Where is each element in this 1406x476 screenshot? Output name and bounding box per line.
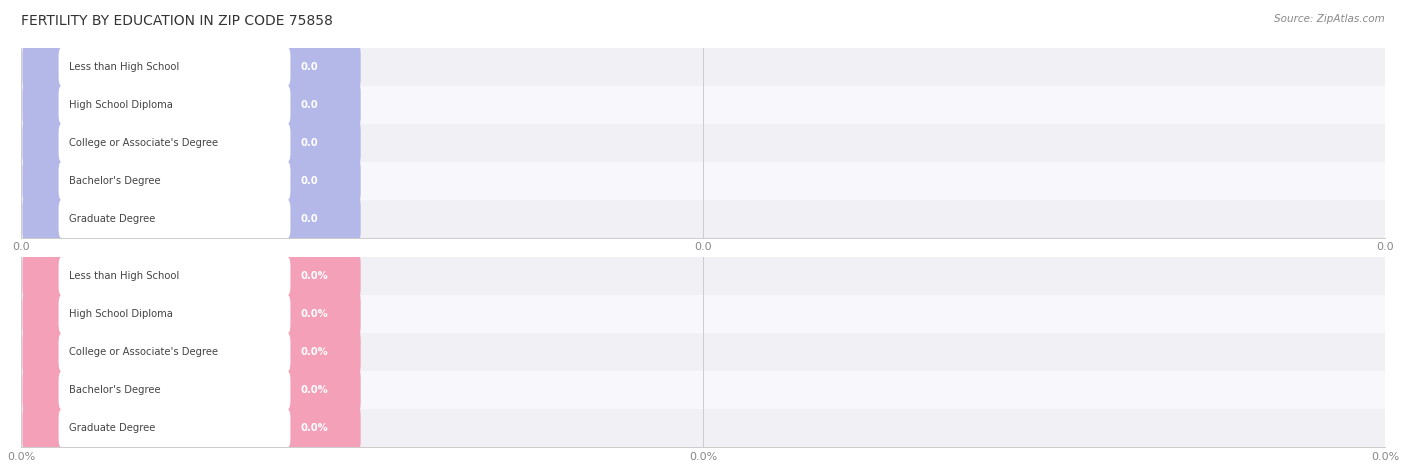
Text: Less than High School: Less than High School — [69, 271, 179, 281]
Text: Graduate Degree: Graduate Degree — [69, 214, 155, 224]
Bar — [21, 48, 1385, 86]
Bar — [21, 200, 1385, 238]
FancyBboxPatch shape — [22, 40, 361, 93]
Text: FERTILITY BY EDUCATION IN ZIP CODE 75858: FERTILITY BY EDUCATION IN ZIP CODE 75858 — [21, 14, 333, 28]
Text: Bachelor's Degree: Bachelor's Degree — [69, 385, 160, 396]
FancyBboxPatch shape — [22, 326, 361, 379]
Text: 0.0: 0.0 — [301, 176, 318, 186]
Text: Source: ZipAtlas.com: Source: ZipAtlas.com — [1274, 14, 1385, 24]
Text: Bachelor's Degree: Bachelor's Degree — [69, 176, 160, 186]
FancyBboxPatch shape — [59, 85, 291, 124]
FancyBboxPatch shape — [22, 192, 361, 246]
Text: College or Associate's Degree: College or Associate's Degree — [69, 138, 218, 148]
FancyBboxPatch shape — [59, 409, 291, 448]
Bar — [21, 371, 1385, 409]
FancyBboxPatch shape — [22, 364, 361, 417]
Text: 0.0: 0.0 — [301, 138, 318, 148]
Bar — [21, 409, 1385, 447]
FancyBboxPatch shape — [22, 78, 361, 131]
FancyBboxPatch shape — [22, 288, 361, 341]
Text: 0.0%: 0.0% — [301, 271, 329, 281]
FancyBboxPatch shape — [59, 295, 291, 334]
Bar — [21, 86, 1385, 124]
Text: 0.0%: 0.0% — [301, 423, 329, 434]
FancyBboxPatch shape — [22, 116, 361, 169]
FancyBboxPatch shape — [22, 402, 361, 455]
Text: 0.0%: 0.0% — [301, 385, 329, 396]
Bar — [21, 257, 1385, 295]
Bar — [21, 162, 1385, 200]
FancyBboxPatch shape — [59, 199, 291, 238]
FancyBboxPatch shape — [59, 161, 291, 200]
Text: 0.0%: 0.0% — [301, 347, 329, 357]
FancyBboxPatch shape — [59, 333, 291, 372]
FancyBboxPatch shape — [22, 249, 361, 303]
FancyBboxPatch shape — [22, 154, 361, 208]
Text: 0.0: 0.0 — [301, 99, 318, 110]
Text: High School Diploma: High School Diploma — [69, 309, 173, 319]
Text: 0.0: 0.0 — [301, 61, 318, 72]
Text: 0.0%: 0.0% — [301, 309, 329, 319]
Text: College or Associate's Degree: College or Associate's Degree — [69, 347, 218, 357]
FancyBboxPatch shape — [59, 371, 291, 410]
Text: Less than High School: Less than High School — [69, 61, 179, 72]
FancyBboxPatch shape — [59, 123, 291, 162]
Bar — [21, 295, 1385, 333]
Text: 0.0: 0.0 — [301, 214, 318, 224]
Text: Graduate Degree: Graduate Degree — [69, 423, 155, 434]
Bar — [21, 333, 1385, 371]
FancyBboxPatch shape — [59, 257, 291, 296]
Bar — [21, 124, 1385, 162]
Text: High School Diploma: High School Diploma — [69, 99, 173, 110]
FancyBboxPatch shape — [59, 47, 291, 86]
